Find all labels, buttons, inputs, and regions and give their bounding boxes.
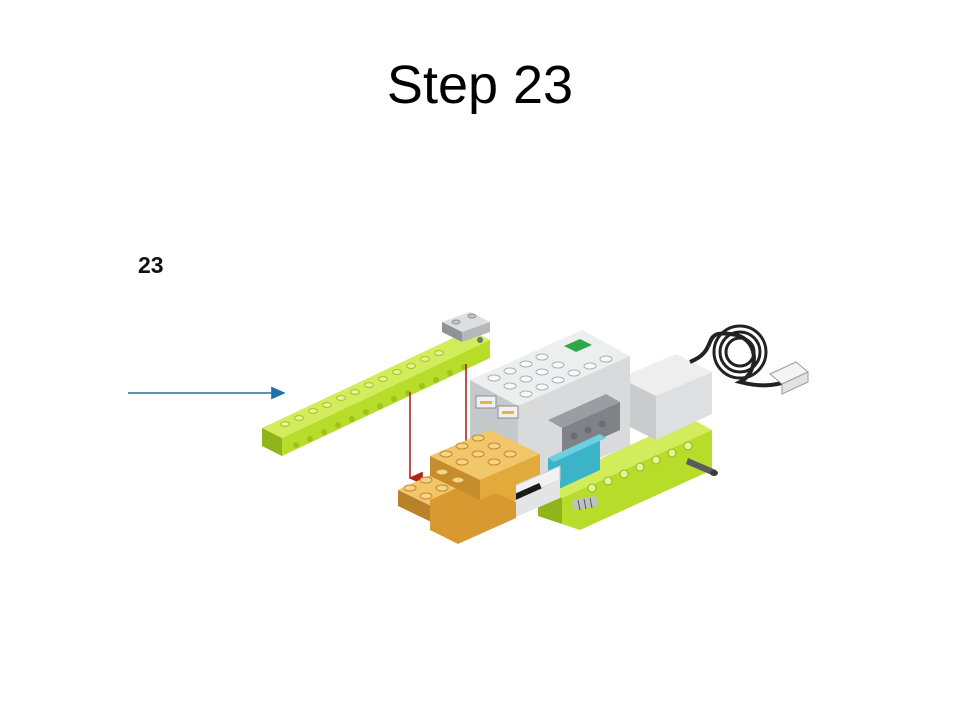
tan-bricks (398, 430, 540, 544)
step-number: 23 (138, 252, 164, 278)
base-model (398, 324, 809, 544)
green-beam-part (262, 312, 490, 456)
slide-title: Step 23 (386, 55, 574, 115)
